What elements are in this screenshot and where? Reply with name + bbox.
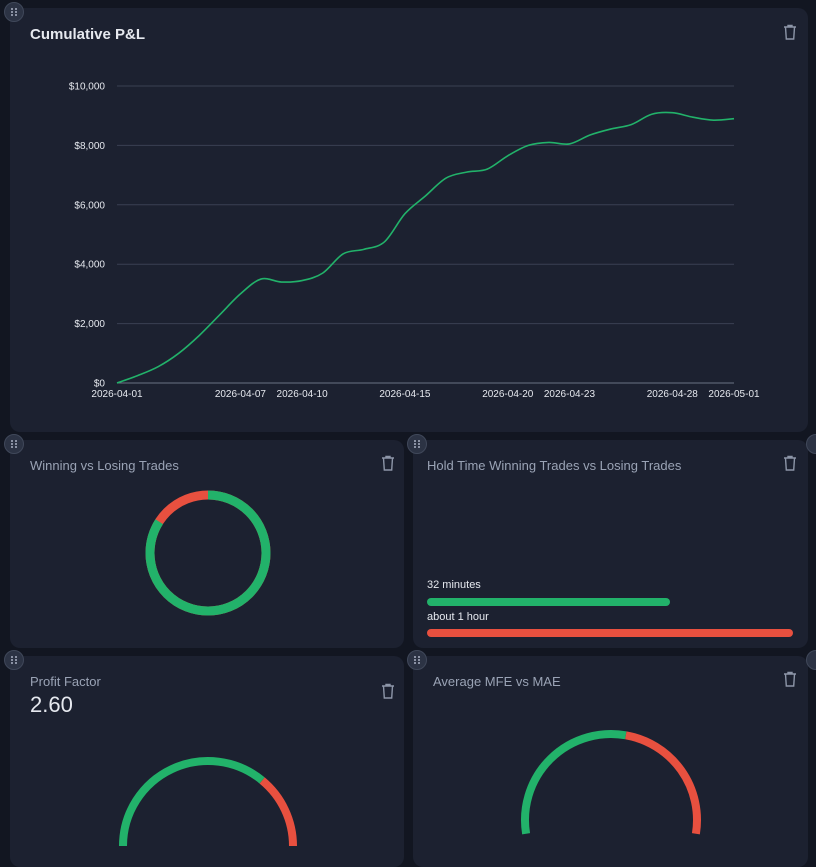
donut-win-segment: [145, 490, 271, 616]
x-tick-label: 2026-04-28: [647, 389, 699, 400]
trash-icon[interactable]: [782, 670, 798, 688]
y-tick-label: $2,000: [74, 319, 105, 330]
profit-factor-gauge: [119, 757, 297, 847]
card-title: Profit Factor: [30, 674, 101, 689]
drag-handle-icon[interactable]: [4, 2, 24, 22]
x-tick-label: 2026-04-20: [482, 389, 534, 400]
win-loss-card: Winning vs Losing Trades: [10, 440, 404, 648]
pnl-line-chart: $0 $2,000 $4,000 $6,000 $8,000 $10,000 2026-04…: [69, 82, 760, 401]
drag-handle-icon[interactable]: [4, 434, 24, 454]
gauge-mfe-arc: [521, 730, 627, 835]
x-tick-label: 2026-04-10: [277, 389, 329, 400]
gauge-win-arc: [119, 757, 265, 847]
card-title: Cumulative P&L: [30, 26, 146, 43]
y-tick-label: $8,000: [74, 141, 105, 152]
x-tick-label: 2026-04-15: [379, 389, 431, 400]
cumulative-pnl-card: Cumulative P&L $0 $2,000 $4,000 $6,000 $8,00…: [10, 8, 808, 432]
loss-hold-time-bar: [427, 629, 793, 637]
loss-hold-time-label: about 1 hour: [427, 611, 489, 623]
trash-icon[interactable]: [782, 454, 798, 472]
drag-handle-icon[interactable]: [407, 434, 427, 454]
card-title: Winning vs Losing Trades: [30, 458, 179, 473]
x-tick-label: 2026-04-23: [544, 389, 596, 400]
drag-handle-icon[interactable]: [407, 650, 427, 670]
x-tick-label: 2026-04-01: [91, 389, 143, 400]
mfe-mae-gauge: [521, 730, 701, 835]
drag-handle-icon[interactable]: [4, 650, 24, 670]
y-tick-label: $0: [94, 379, 106, 390]
hold-time-card: Hold Time Winning Trades vs Losing Trade…: [413, 440, 808, 648]
win-loss-donut: [145, 490, 271, 616]
card-title: Average MFE vs MAE: [433, 674, 561, 689]
y-tick-label: $10,000: [69, 82, 106, 93]
win-hold-time-label: 32 minutes: [427, 579, 481, 591]
y-tick-label: $6,000: [74, 200, 105, 211]
profit-factor-value: 2.60: [30, 692, 73, 717]
trash-icon[interactable]: [380, 454, 396, 472]
card-title: Hold Time Winning Trades vs Losing Trade…: [427, 458, 682, 473]
x-tick-label: 2026-05-01: [708, 389, 760, 400]
mfe-mae-card: Average MFE vs MAE: [413, 656, 808, 867]
gauge-mae-arc: [625, 731, 701, 835]
win-hold-time-bar: [427, 598, 671, 606]
pnl-series-line: [116, 111, 735, 384]
trash-icon[interactable]: [782, 23, 798, 41]
gauge-loss-arc: [259, 777, 297, 847]
profit-factor-card: Profit Factor 2.60: [10, 656, 404, 867]
x-tick-label: 2026-04-07: [215, 389, 267, 400]
trash-icon[interactable]: [380, 682, 396, 700]
y-tick-label: $4,000: [74, 260, 105, 271]
